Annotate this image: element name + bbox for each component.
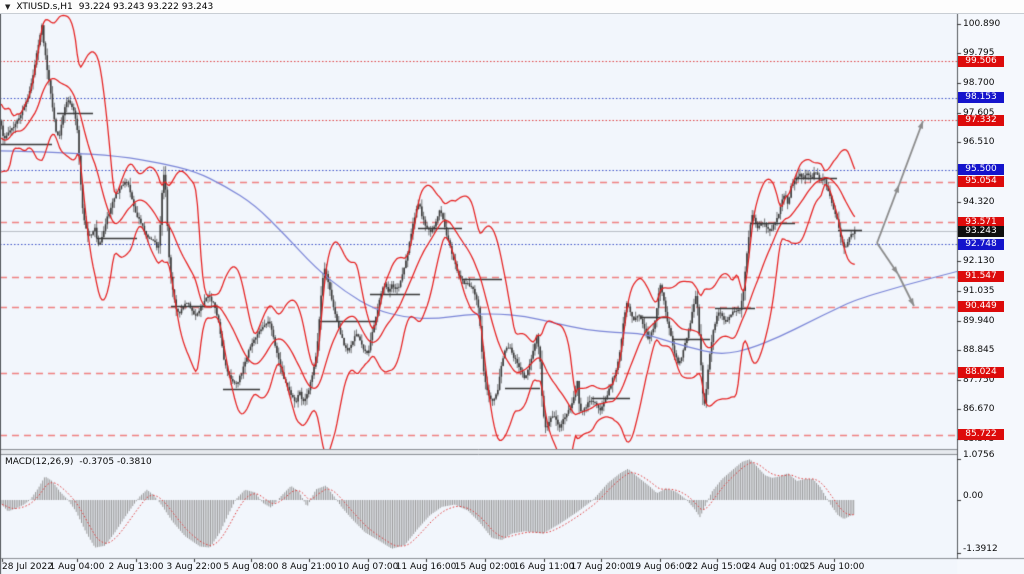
price-level-badge: 95.500	[958, 164, 1004, 176]
time-tick-label: 28 Jul 2022	[2, 562, 53, 572]
price-tick-label: 99.795	[963, 48, 995, 59]
time-axis[interactable]: 28 Jul 2022 1 Aug 04:00 2 Aug 13:00 3 Aug 2…	[0, 559, 957, 574]
macd-label: MACD(12,26,9)	[5, 457, 74, 467]
chart-symbol-period: XTIUSD.s,H1	[16, 1, 73, 12]
price-level-badge: 92.748	[958, 238, 1004, 250]
time-tick-label: 11 Aug 16:00	[395, 562, 457, 572]
time-tick-label: 25 Aug 10:00	[803, 562, 865, 572]
price-level-badge: 98.153	[958, 92, 1004, 104]
price-level-badge: 99.506	[958, 55, 1004, 67]
price-level-badge: 93.243	[958, 225, 1004, 237]
price-level-badge: 90.449	[958, 301, 1004, 313]
time-tick-label: 24 Aug 01:00	[744, 562, 806, 572]
price-tick-label: 92.130	[963, 256, 995, 267]
price-level-badge: 93.571	[958, 216, 1004, 228]
macd-tick-label: -1.3912	[963, 544, 998, 554]
price-tick-label: 88.845	[963, 345, 995, 356]
time-tick-label: 19 Aug 06:00	[629, 562, 691, 572]
price-level-badge: 91.547	[958, 271, 1004, 283]
price-tick-label: 98.700	[963, 78, 995, 88]
price-tick-label: 91.035	[963, 285, 995, 296]
time-tick-label: 5 Aug 08:00	[223, 562, 279, 572]
price-tick-label: 94.320	[963, 196, 995, 207]
macd-tick-label: 0.00	[963, 491, 984, 501]
time-tick-label: 15 Aug 02:00	[454, 562, 516, 572]
time-tick-label: 10 Aug 07:00	[337, 562, 399, 572]
time-tick-label: 22 Aug 15:00	[686, 562, 748, 572]
time-tick-label: 2 Aug 13:00	[108, 562, 164, 572]
time-tick-label: 8 Aug 21:00	[281, 562, 337, 572]
price-level-badge: 88.024	[958, 367, 1004, 379]
price-tick-label: 86.670	[963, 404, 995, 415]
price-tick-label: 89.940	[963, 315, 995, 326]
price-level-badge: 95.054	[958, 176, 1004, 188]
time-tick-label: 1 Aug 04:00	[49, 562, 105, 572]
symbol-dropdown-icon[interactable]: ▼	[5, 2, 11, 11]
time-tick-label: 16 Aug 11:00	[513, 562, 575, 572]
macd-values: -0.3705 -0.3810	[79, 457, 152, 467]
time-tick-label: 17 Aug 20:00	[570, 562, 632, 572]
price-tick-label: 97.605	[963, 107, 995, 118]
macd-indicator-axis: 1.0756 0.00 -1.3912	[957, 440, 1024, 560]
price-level-badge: 85.722	[958, 429, 1004, 441]
price-tick-label: 100.890	[963, 18, 1001, 29]
time-tick-label: 3 Aug 22:00	[166, 562, 222, 572]
macd-indicator-label: MACD(12,26,9) -0.3705 -0.3810	[5, 457, 152, 467]
price-tick-label: 87.750	[963, 374, 995, 385]
chart-title-bar: ▼ XTIUSD.s,H1 93.224 93.243 93.222 93.24…	[0, 0, 1024, 14]
price-level-badge: 97.332	[958, 114, 1004, 126]
price-tick-label: 96.510	[963, 137, 995, 148]
chart-ohlc-values: 93.224 93.243 93.222 93.243	[78, 1, 214, 12]
price-axis[interactable]: 100.890 99.795 98.700 97.605 96.510 94.320 92.…	[957, 0, 1024, 559]
macd-tick-label: 1.0756	[963, 450, 995, 461]
